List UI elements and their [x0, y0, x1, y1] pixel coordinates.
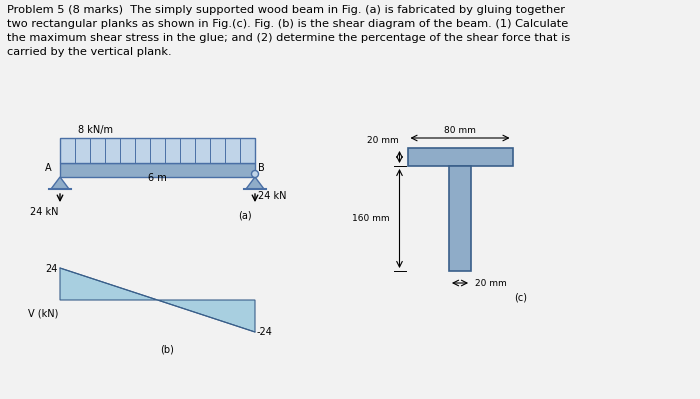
Text: 24 kN: 24 kN	[29, 207, 58, 217]
Text: 24: 24	[46, 264, 58, 274]
Text: (b): (b)	[160, 344, 174, 354]
Text: 6 m: 6 m	[148, 173, 167, 183]
Polygon shape	[246, 177, 264, 189]
Polygon shape	[158, 300, 255, 332]
Text: Problem 5 (8 marks)  The simply supported wood beam in Fig. (a) is fabricated by: Problem 5 (8 marks) The simply supported…	[7, 5, 570, 57]
Text: 80 mm: 80 mm	[444, 126, 476, 135]
Polygon shape	[449, 166, 471, 271]
Polygon shape	[60, 163, 255, 177]
Text: 160 mm: 160 mm	[352, 214, 389, 223]
Text: V (kN): V (kN)	[27, 308, 58, 318]
Polygon shape	[60, 268, 158, 300]
Circle shape	[251, 170, 258, 178]
Text: B: B	[258, 163, 265, 173]
Text: A: A	[46, 163, 52, 173]
Text: (c): (c)	[514, 293, 528, 303]
Text: 24 kN: 24 kN	[258, 191, 286, 201]
Polygon shape	[407, 148, 512, 166]
Polygon shape	[51, 177, 69, 189]
Text: (a): (a)	[238, 210, 252, 220]
Text: 8 kN/m: 8 kN/m	[78, 125, 113, 135]
Text: 20 mm: 20 mm	[475, 279, 507, 288]
Text: 20 mm: 20 mm	[367, 136, 398, 145]
Text: -24: -24	[257, 327, 273, 337]
Polygon shape	[60, 138, 255, 163]
